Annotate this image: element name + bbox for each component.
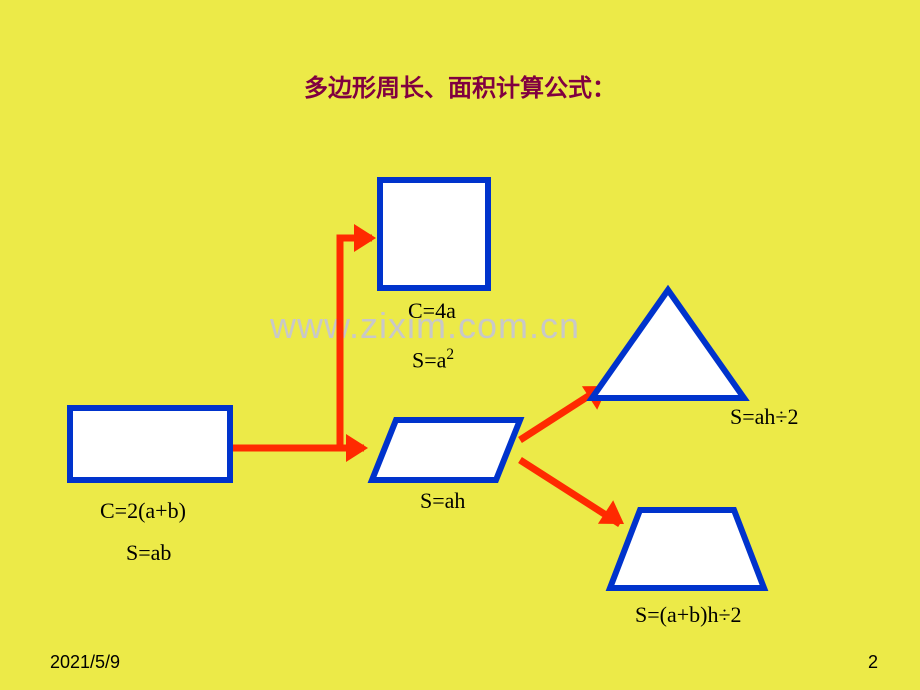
arrow-head-icon: [582, 374, 616, 409]
triangle-shape: [592, 290, 744, 398]
arrow-head-icon: [354, 224, 376, 252]
parallelogram-area-label: S=ah: [420, 488, 465, 514]
rectangle-area-label: S=ab: [126, 540, 171, 566]
parallelogram-shape: [372, 420, 520, 480]
square-area-label: S=a2: [412, 346, 454, 373]
arrow-line: [232, 238, 372, 448]
arrow-line: [520, 460, 620, 524]
footer-date: 2021/5/9: [50, 652, 120, 673]
rectangle-shape: [70, 408, 230, 480]
slide-title: 多边形周长、面积计算公式：: [0, 68, 920, 103]
trapezoid-area-label: S=(a+b)h÷2: [635, 602, 742, 628]
triangle-area-label: S=ah÷2: [730, 404, 798, 430]
square-perimeter-label: C=4a: [408, 298, 456, 324]
diagram-canvas: [0, 0, 920, 690]
arrow-head-icon: [598, 500, 632, 535]
square-shape: [380, 180, 488, 288]
arrow-line: [520, 386, 604, 440]
arrow-head-icon: [346, 434, 368, 462]
rectangle-perimeter-label: C=2(a+b): [100, 498, 186, 524]
trapezoid-shape: [610, 510, 764, 588]
footer-page-number: 2: [868, 652, 878, 673]
